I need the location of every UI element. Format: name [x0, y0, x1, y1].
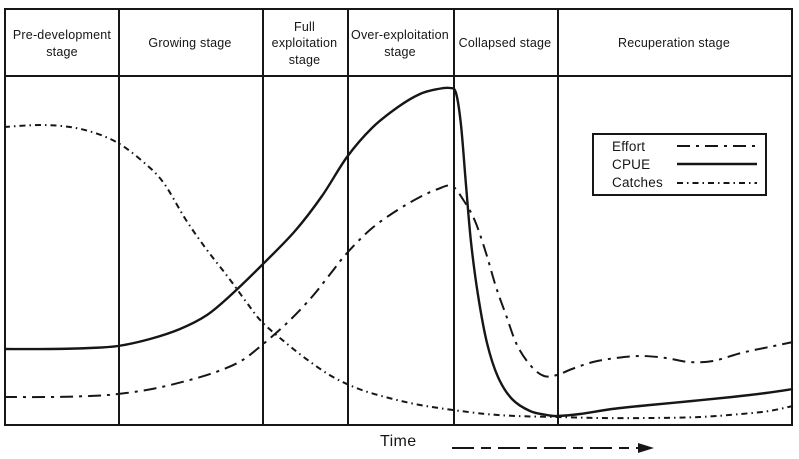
stage-header-cell-recuperation: Recuperation stage: [617, 36, 730, 51]
legend-item-cpue: CPUE: [612, 155, 757, 173]
header-divider-line: [6, 75, 791, 77]
cpue-line-sample-icon: [677, 163, 757, 166]
stage-header-cell-collapsed: Collapsed stage: [458, 36, 552, 51]
figure-frame: Pre-development stage Growing stage Full…: [4, 8, 793, 426]
stage-header-cell-over-exploitation: Over-exploitation stage: [351, 28, 449, 59]
stage-divider: [557, 10, 559, 424]
legend-item-catches: Catches: [612, 174, 757, 192]
time-axis-label: Time: [380, 433, 417, 450]
stage-divider: [453, 10, 455, 424]
stage-divider: [118, 10, 120, 424]
arrow-right-icon: [638, 443, 654, 453]
legend-label-cpue: CPUE: [612, 156, 651, 172]
stage-divider: [262, 10, 264, 424]
stage-header-row: Pre-development stage Growing stage Full…: [6, 10, 791, 77]
stage-divider: [347, 10, 349, 424]
stage-header-cell-growing: Growing stage: [148, 36, 232, 51]
stage-header-cell-full-exploitation: Full exploitation stage: [271, 20, 338, 67]
legend-label-catches: Catches: [612, 175, 663, 191]
legend-item-effort: Effort: [612, 137, 757, 155]
stage-header-cell-pre-development: Pre-development stage: [12, 28, 112, 59]
effort-line-sample-icon: [677, 145, 757, 148]
legend-label-effort: Effort: [612, 138, 646, 154]
catches-line-sample-icon: [677, 181, 757, 184]
legend-box: Effort CPUE Catches: [592, 133, 767, 196]
